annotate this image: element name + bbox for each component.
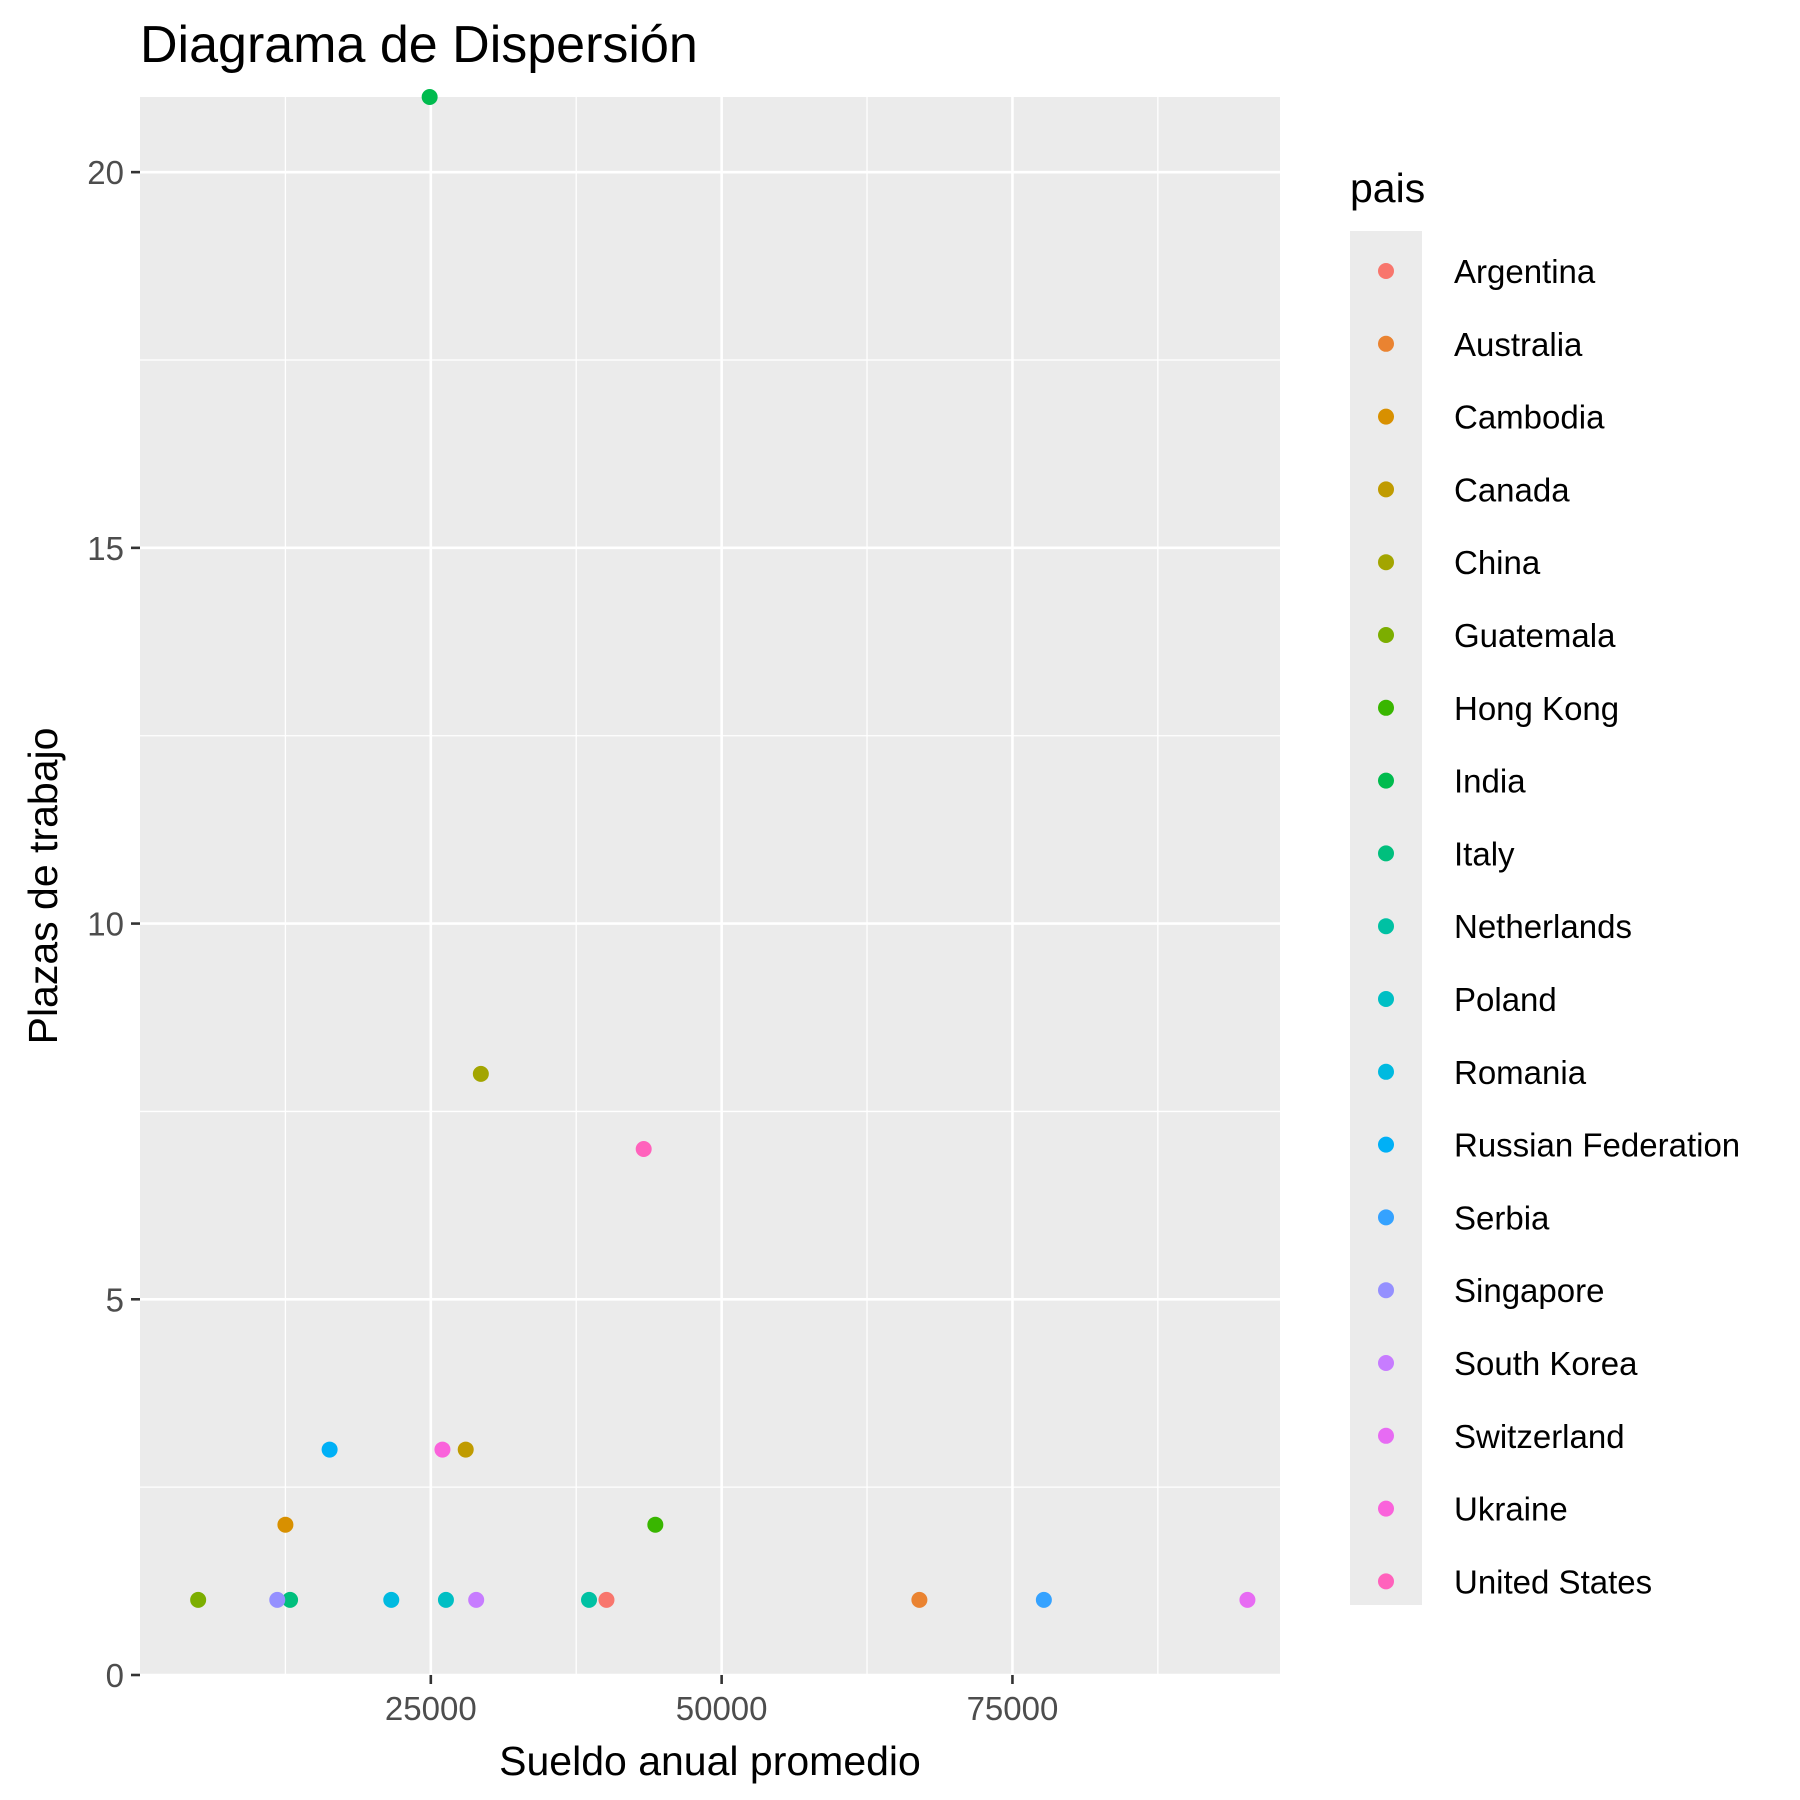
- x-tick-label: 50000: [676, 1690, 768, 1727]
- y-tick-label: 5: [106, 1281, 124, 1318]
- legend-key-background: [1350, 231, 1422, 1605]
- x-axis-title: Sueldo anual promedio: [499, 1738, 921, 1784]
- data-point: [635, 1141, 652, 1157]
- data-point: [277, 1516, 294, 1533]
- data-point: [468, 1591, 485, 1608]
- plot-panel: [140, 97, 1280, 1675]
- data-point: [911, 1591, 928, 1608]
- y-tick-label: 0: [106, 1657, 124, 1694]
- legend-label: Poland: [1454, 981, 1557, 1018]
- x-tick-label: 75000: [967, 1690, 1059, 1727]
- legend-key: [1378, 408, 1394, 425]
- chart-title: Diagrama de Dispersión: [140, 16, 698, 74]
- data-point: [581, 1591, 598, 1608]
- legend-key: [1378, 1500, 1394, 1517]
- data-point: [190, 1591, 207, 1608]
- legend-key: [1378, 263, 1394, 279]
- data-point: [1035, 1591, 1052, 1608]
- data-point: [647, 1516, 664, 1533]
- legend-label: Singapore: [1454, 1272, 1604, 1309]
- data-point: [1239, 1591, 1256, 1608]
- legend-key: [1378, 335, 1394, 352]
- legend-label: Russian Federation: [1454, 1127, 1740, 1164]
- legend-key: [1378, 554, 1394, 571]
- grid-major-lines: [140, 97, 1280, 1677]
- legend-key: [1378, 991, 1394, 1007]
- legend-key: [1378, 772, 1394, 789]
- legend-items: Argentina Australia Cambodia Canada China Gua…: [1378, 253, 1740, 1600]
- legend-key: [1378, 481, 1394, 498]
- legend-label: Hong Kong: [1454, 690, 1619, 727]
- legend-key: [1378, 1427, 1394, 1444]
- legend-key: [1378, 627, 1394, 643]
- legend-key: [1378, 1209, 1394, 1226]
- legend-label: Guatemala: [1454, 617, 1616, 654]
- data-point: [472, 1065, 489, 1082]
- y-tick-label: 10: [87, 906, 124, 943]
- legend-label: Cambodia: [1454, 399, 1605, 436]
- legend-key: [1378, 1282, 1394, 1299]
- y-tick-label: 15: [87, 530, 124, 567]
- legend-label: Switzerland: [1454, 1418, 1625, 1455]
- data-point: [598, 1591, 615, 1608]
- data-point: [321, 1441, 338, 1458]
- data-point: [437, 1591, 454, 1608]
- grid-minor-lines: [140, 97, 1280, 1675]
- legend-key: [1378, 1063, 1394, 1080]
- legend-title: pais: [1350, 165, 1425, 211]
- data-point: [421, 89, 438, 105]
- legend-label: Serbia: [1454, 1199, 1550, 1236]
- y-axis-title: Plazas de trabajo: [20, 728, 66, 1045]
- legend-label: Romania: [1454, 1054, 1587, 1091]
- data-points: [190, 89, 1256, 1608]
- data-point: [457, 1441, 474, 1458]
- legend-label: Netherlands: [1454, 908, 1632, 945]
- data-point: [269, 1591, 286, 1608]
- legend: pais Argentina Australia Cambodia Canada Chi…: [1350, 165, 1740, 1605]
- data-point: [282, 1591, 299, 1608]
- legend-key: [1378, 845, 1394, 862]
- legend-key: [1378, 1573, 1394, 1590]
- legend-label: Canada: [1454, 471, 1570, 508]
- legend-key: [1378, 699, 1394, 716]
- y-tick-label: 20: [87, 154, 124, 191]
- x-axis: 25000 50000 75000: [385, 1675, 1058, 1727]
- legend-label: South Korea: [1454, 1345, 1638, 1382]
- x-tick-label: 25000: [385, 1690, 477, 1727]
- legend-label: Argentina: [1454, 253, 1596, 290]
- legend-label: India: [1454, 763, 1526, 800]
- data-point: [383, 1591, 400, 1608]
- legend-key: [1378, 918, 1394, 935]
- legend-label: China: [1454, 544, 1541, 581]
- legend-label: Australia: [1454, 326, 1583, 363]
- legend-key: [1378, 1136, 1394, 1153]
- legend-key: [1378, 1355, 1394, 1371]
- data-point: [434, 1441, 451, 1458]
- y-axis: 0 5 10 15 20: [87, 154, 140, 1694]
- legend-label: United States: [1454, 1563, 1652, 1600]
- legend-label: Ukraine: [1454, 1491, 1568, 1528]
- legend-label: Italy: [1454, 835, 1515, 872]
